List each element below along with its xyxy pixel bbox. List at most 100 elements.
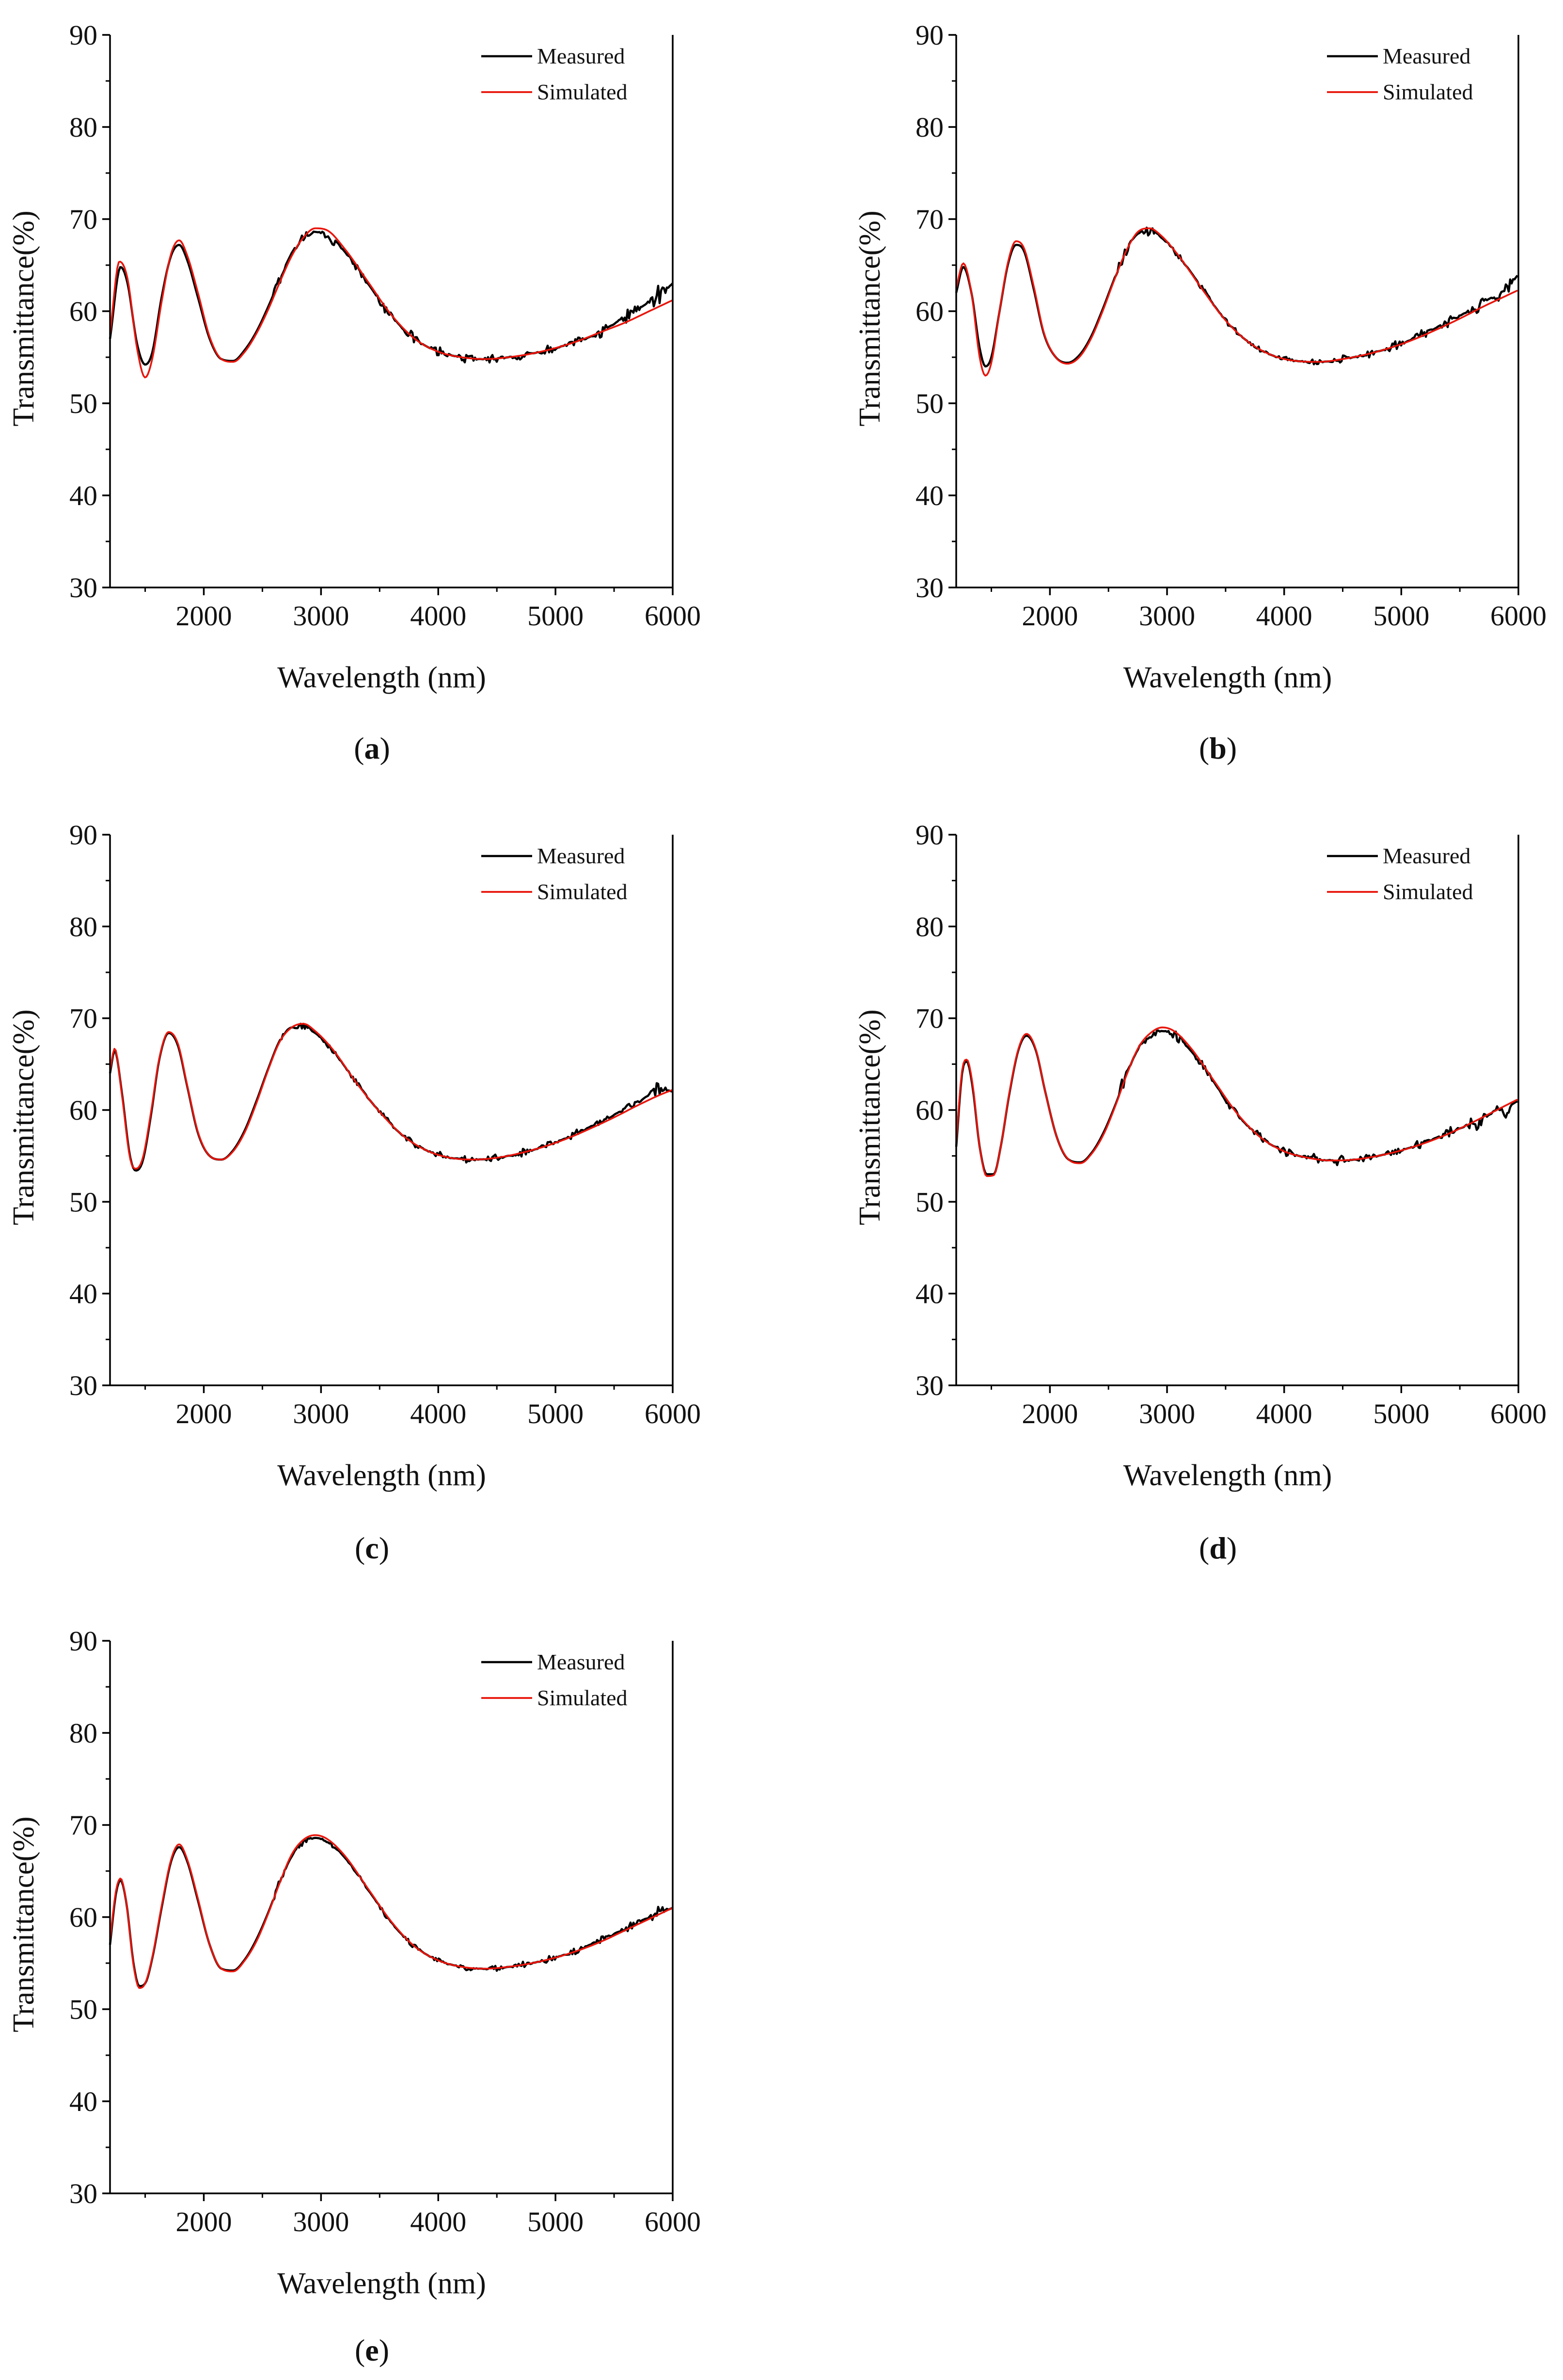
legend-label-measured: Measured bbox=[537, 44, 625, 68]
x-tick-label: 3000 bbox=[293, 600, 349, 632]
y-tick-label: 90 bbox=[69, 19, 97, 51]
chart-panel-e: 30 40 50 60 70 80 90 2000 3000 4000 5000 6000 Wavele… bbox=[7, 1625, 701, 2367]
series-line-simulated bbox=[109, 227, 673, 379]
series-line-measured bbox=[955, 226, 1518, 368]
y-tick-label: 60 bbox=[69, 296, 97, 327]
y-axis-title: Transmittance(%) bbox=[7, 1816, 40, 2032]
x-tick-label: 6000 bbox=[645, 2206, 701, 2237]
chart-panel-c: 30 40 50 60 70 80 90 2000 3000 4000 5000 6000 Wavele… bbox=[7, 819, 701, 1565]
x-axis-title: Wavelength (nm) bbox=[277, 2267, 486, 2300]
series-line-measured bbox=[955, 1029, 1518, 1175]
y-tick-label: 70 bbox=[69, 204, 97, 235]
legend-label-simulated: Simulated bbox=[537, 79, 628, 104]
y-tick-label: 80 bbox=[916, 111, 944, 143]
y-tick-label: 40 bbox=[69, 480, 97, 511]
y-axis-title: Transmittance(%) bbox=[853, 210, 886, 426]
x-tick-label: 5000 bbox=[527, 2206, 584, 2237]
chart-panel-d: 30 40 50 60 70 80 90 2000 3000 4000 5000 6000 Wavele… bbox=[853, 819, 1547, 1565]
series-line-measured bbox=[109, 1022, 673, 1172]
y-tick-label: 70 bbox=[916, 204, 944, 235]
chart-panel-b: 30 40 50 60 70 80 90 2000 3000 4000 5000 6000 Wavele… bbox=[853, 19, 1547, 765]
panel-caption: (a) bbox=[354, 731, 390, 765]
x-tick-label: 3000 bbox=[293, 1398, 349, 1429]
panel-caption: (d) bbox=[1199, 1531, 1237, 1565]
y-tick-label: 30 bbox=[69, 2178, 97, 2209]
y-tick-label: 90 bbox=[916, 19, 944, 51]
y-tick-label: 60 bbox=[916, 296, 944, 327]
y-axis-title: Transmittance(%) bbox=[853, 1009, 886, 1225]
y-tick-label: 60 bbox=[916, 1095, 944, 1126]
y-tick-label: 70 bbox=[916, 1003, 944, 1034]
y-tick-label: 90 bbox=[69, 819, 97, 851]
series-line-simulated bbox=[109, 1834, 673, 1989]
x-tick-label: 6000 bbox=[645, 600, 701, 632]
y-tick-label: 40 bbox=[916, 480, 944, 511]
y-tick-label: 80 bbox=[69, 1717, 97, 1749]
x-tick-label: 6000 bbox=[1490, 1398, 1547, 1429]
series-line-measured bbox=[109, 230, 674, 366]
x-tick-label: 2000 bbox=[1022, 600, 1078, 632]
y-tick-label: 40 bbox=[69, 2086, 97, 2117]
x-axis-title: Wavelength (nm) bbox=[277, 1459, 486, 1492]
legend-label-simulated: Simulated bbox=[1383, 79, 1473, 104]
y-tick-label: 30 bbox=[916, 572, 944, 603]
y-axis-title: Transmittance(%) bbox=[7, 210, 40, 426]
y-tick-label: 40 bbox=[69, 1278, 97, 1310]
x-tick-label: 5000 bbox=[527, 600, 584, 632]
legend-label-measured: Measured bbox=[1383, 843, 1470, 868]
panel-caption: (b) bbox=[1199, 731, 1237, 765]
legend-label-simulated: Simulated bbox=[537, 1685, 628, 1710]
legend-label-measured: Measured bbox=[1383, 44, 1470, 68]
chart-panel-a: 30 40 50 60 70 80 90 2000 3000 4000 5000 6000 Wavele… bbox=[7, 19, 701, 765]
x-tick-label: 5000 bbox=[527, 1398, 584, 1429]
series-line-simulated bbox=[955, 1026, 1518, 1177]
legend-label-simulated: Simulated bbox=[537, 879, 628, 904]
x-tick-label: 6000 bbox=[645, 1398, 701, 1429]
legend-label-measured: Measured bbox=[537, 843, 625, 868]
y-tick-label: 60 bbox=[69, 1902, 97, 1933]
y-tick-label: 50 bbox=[69, 1994, 97, 2025]
x-tick-label: 2000 bbox=[176, 1398, 232, 1429]
x-tick-label: 5000 bbox=[1373, 1398, 1429, 1429]
y-axis-title: Transmittance(%) bbox=[7, 1009, 40, 1225]
y-tick-label: 80 bbox=[916, 911, 944, 942]
x-tick-label: 3000 bbox=[1139, 1398, 1195, 1429]
series-line-simulated bbox=[955, 227, 1518, 377]
y-tick-label: 80 bbox=[69, 911, 97, 942]
panel-caption: (c) bbox=[355, 1531, 389, 1565]
x-tick-label: 4000 bbox=[410, 1398, 466, 1429]
x-tick-label: 2000 bbox=[176, 2206, 232, 2237]
legend-label-simulated: Simulated bbox=[1383, 879, 1473, 904]
x-tick-label: 3000 bbox=[293, 2206, 349, 2237]
y-tick-label: 80 bbox=[69, 111, 97, 143]
x-axis-title: Wavelength (nm) bbox=[1123, 661, 1332, 694]
y-tick-label: 30 bbox=[69, 1370, 97, 1401]
panel-caption: (e) bbox=[355, 2333, 389, 2367]
x-tick-label: 4000 bbox=[410, 2206, 466, 2237]
y-tick-label: 70 bbox=[69, 1809, 97, 1841]
x-tick-label: 4000 bbox=[1256, 1398, 1312, 1429]
x-tick-label: 2000 bbox=[176, 600, 232, 632]
x-tick-label: 6000 bbox=[1490, 600, 1547, 632]
y-tick-label: 30 bbox=[916, 1370, 944, 1401]
y-tick-label: 50 bbox=[69, 388, 97, 419]
y-tick-label: 60 bbox=[69, 1095, 97, 1126]
x-tick-label: 4000 bbox=[1256, 600, 1312, 632]
y-tick-label: 40 bbox=[916, 1278, 944, 1310]
series-line-measured bbox=[109, 1837, 673, 1987]
legend-label-measured: Measured bbox=[537, 1650, 625, 1674]
x-tick-label: 3000 bbox=[1139, 600, 1195, 632]
y-tick-label: 90 bbox=[69, 1625, 97, 1657]
x-tick-label: 4000 bbox=[410, 600, 466, 632]
x-tick-label: 2000 bbox=[1022, 1398, 1078, 1429]
y-tick-label: 50 bbox=[916, 1186, 944, 1218]
y-tick-label: 70 bbox=[69, 1003, 97, 1034]
x-tick-label: 5000 bbox=[1373, 600, 1429, 632]
x-axis-title: Wavelength (nm) bbox=[1123, 1459, 1332, 1492]
y-tick-label: 50 bbox=[916, 388, 944, 419]
series-line-simulated bbox=[109, 1023, 673, 1170]
y-tick-label: 90 bbox=[916, 819, 944, 851]
x-axis-title: Wavelength (nm) bbox=[277, 661, 486, 694]
y-tick-label: 30 bbox=[69, 572, 97, 603]
